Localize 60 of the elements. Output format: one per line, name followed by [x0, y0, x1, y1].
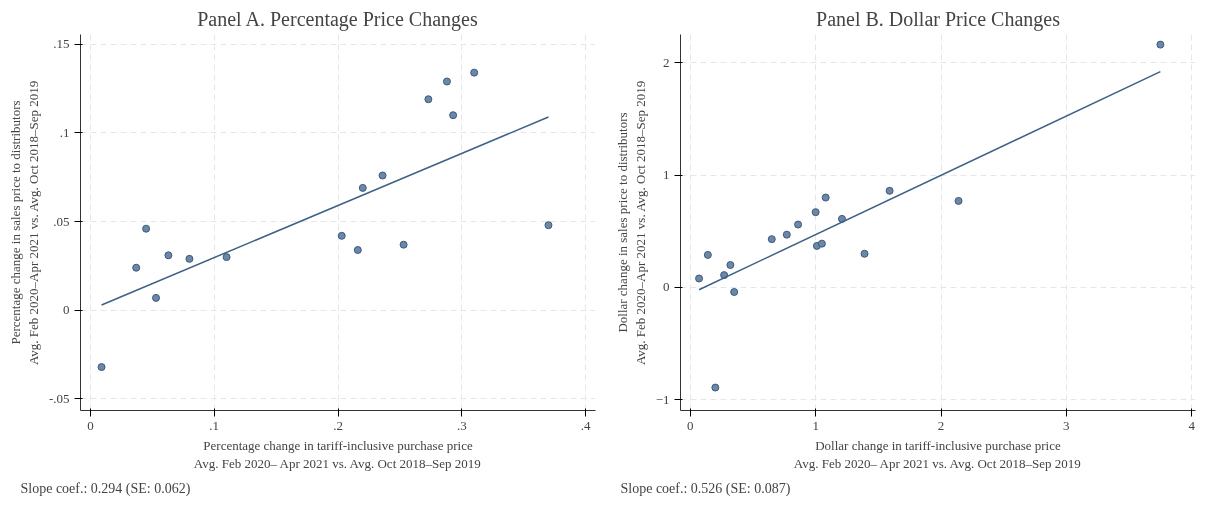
y-axis-title: Dollar change in sales price to distributors Avg. Feb 2020–Apr 2021 vs. Avg. Oct 2018–Sep 2019: [614, 80, 648, 366]
x-tick-label: 0: [687, 417, 694, 433]
y-tick-label: 2: [663, 54, 670, 70]
y-axis-title: Percentage change in sales price to distributors Avg. Feb 2020–Apr 2021 vs. Avg. Oct 2018–Sep 2019: [7, 80, 41, 366]
point: [817, 239, 826, 248]
x-tick-label: 4: [1188, 417, 1196, 433]
point: [885, 186, 894, 195]
y-tick-label: 1: [663, 167, 670, 183]
point: [695, 274, 704, 283]
x-tick-label: .3: [456, 417, 467, 433]
x-tick-label: 0: [87, 417, 94, 433]
x-tick-label: .1: [209, 417, 220, 433]
y-tick-label: -.05: [48, 390, 70, 406]
point: [164, 251, 173, 260]
point: [703, 250, 712, 259]
point: [726, 261, 735, 269]
x-tick-label: 2: [937, 417, 945, 433]
chart-title: Panel B. Dollar Price Changes: [816, 7, 1061, 31]
y-tick-label: 0: [663, 279, 670, 295]
point: [449, 111, 458, 120]
point: [378, 171, 387, 180]
x-axis-title: Dollar change in tariff-inclusive purchase price Avg. Feb 2020– Apr 2021 vs. Avg. Oct 2018–Sep 2019: [793, 437, 1081, 471]
point: [544, 221, 553, 230]
point: [1156, 40, 1165, 49]
point: [222, 253, 231, 262]
x-tick-label: .2: [333, 417, 343, 433]
point: [399, 240, 408, 249]
point: [860, 249, 869, 258]
y-tick-label: −1: [655, 391, 670, 407]
x-tick-label: 3: [1063, 417, 1070, 433]
point: [185, 254, 194, 263]
text: Slope coef.: 0.526 (SE: 0.087): [620, 480, 791, 497]
point: [97, 363, 106, 372]
x-axis-title: Percentage change in tariff-inclusive purchase price Avg. Feb 2020– Apr 2021 vs. Avg. Oct 2018–Sep 2019: [193, 437, 481, 471]
point: [424, 95, 433, 104]
text: Slope coef.: 0.294 (SE: 0.062): [20, 480, 191, 497]
x-tick-label: .4: [580, 417, 591, 433]
point: [954, 196, 963, 205]
x-tick-label: 1: [812, 417, 819, 433]
point: [794, 220, 803, 229]
point: [782, 230, 791, 239]
point: [711, 383, 720, 392]
y-tick-label: 0: [63, 302, 70, 318]
point: [767, 235, 776, 244]
y-tick-label: .1: [59, 124, 70, 140]
point: [442, 77, 451, 86]
point: [811, 208, 820, 217]
point: [353, 246, 362, 254]
point: [142, 224, 151, 233]
point: [132, 263, 141, 272]
point: [358, 183, 367, 192]
point: [837, 214, 846, 223]
chart-title: Panel A. Percentage Price Changes: [197, 7, 478, 31]
y-tick-label: .15: [53, 36, 70, 52]
point: [730, 287, 739, 296]
point: [152, 293, 161, 302]
y-tick-label: .05: [53, 213, 70, 229]
point: [337, 231, 346, 240]
point: [470, 68, 479, 77]
point: [821, 193, 830, 202]
